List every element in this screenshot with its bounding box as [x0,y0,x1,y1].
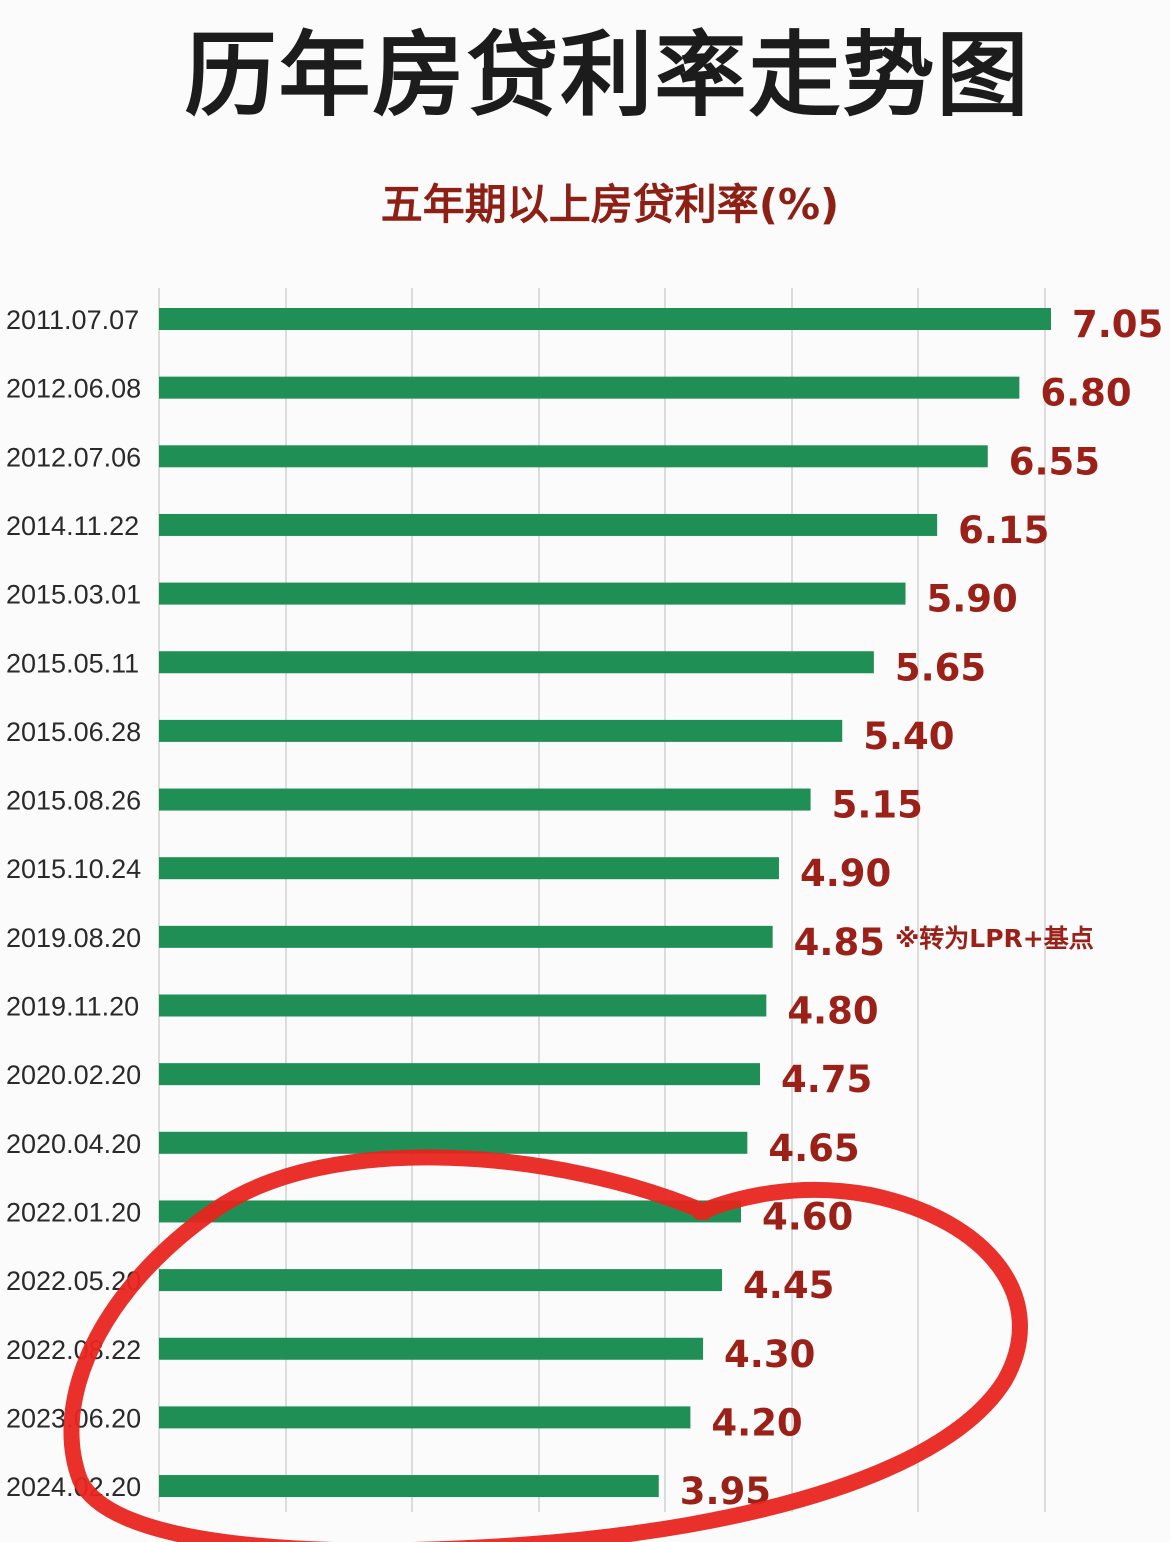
bar [159,1063,760,1086]
bar [159,1131,748,1154]
chart-subtitle: 五年期以上房贷利率(%) [380,180,840,229]
value-label: 5.90 [926,578,1017,621]
category-label: 2020.02.20 [6,1060,141,1090]
bar [159,1200,742,1223]
highlight-circle [63,1149,1028,1542]
bar [159,1475,659,1498]
chart-title: 历年房贷利率走势图 [184,22,1031,129]
category-label: 2015.10.24 [6,854,141,884]
value-label: 5.65 [895,646,986,689]
category-label: 2014.11.22 [6,511,139,541]
value-label: 6.55 [1009,440,1100,483]
bar [159,582,906,605]
bar [159,1406,691,1429]
category-label: 2015.08.26 [6,786,141,816]
value-label: 7.05 [1072,303,1163,346]
category-label: 2019.08.20 [6,923,141,953]
category-label: 2022.08.22 [6,1335,141,1365]
value-label: 4.75 [781,1058,872,1101]
annotation-note: ※转为LPR+基点 [895,924,1094,953]
value-label: 6.80 [1040,372,1131,415]
value-label: 4.90 [800,852,891,895]
category-label: 2012.07.06 [6,442,141,472]
value-label: 5.40 [863,715,954,758]
category-label: 2022.01.20 [6,1197,141,1227]
value-label: 4.80 [787,990,878,1033]
value-label: 4.85 [794,921,885,964]
bar [159,376,1020,399]
bar [159,1269,723,1292]
value-label: 4.60 [762,1195,853,1238]
value-label: 6.15 [958,509,1049,552]
bar [159,1337,704,1360]
category-label: 2015.05.11 [6,648,139,678]
bar [159,857,779,880]
value-label: 5.15 [832,784,923,827]
value-label: 4.65 [768,1127,859,1170]
value-label: 4.45 [743,1264,834,1307]
value-label: 4.30 [724,1333,815,1376]
bar [159,719,843,742]
category-label: 2011.07.07 [6,305,139,335]
value-label: 4.20 [711,1401,802,1444]
category-label: 2015.03.01 [6,580,141,610]
bar [159,651,874,674]
bar [159,513,938,536]
category-label: 2015.06.28 [6,717,141,747]
bar [159,445,988,468]
category-label: 2012.06.08 [6,374,141,404]
bar [159,308,1051,330]
bar [159,925,773,948]
bar [159,788,811,811]
category-label: 2020.04.20 [6,1129,141,1159]
category-label: 2019.11.20 [6,992,139,1022]
bar [159,994,767,1017]
